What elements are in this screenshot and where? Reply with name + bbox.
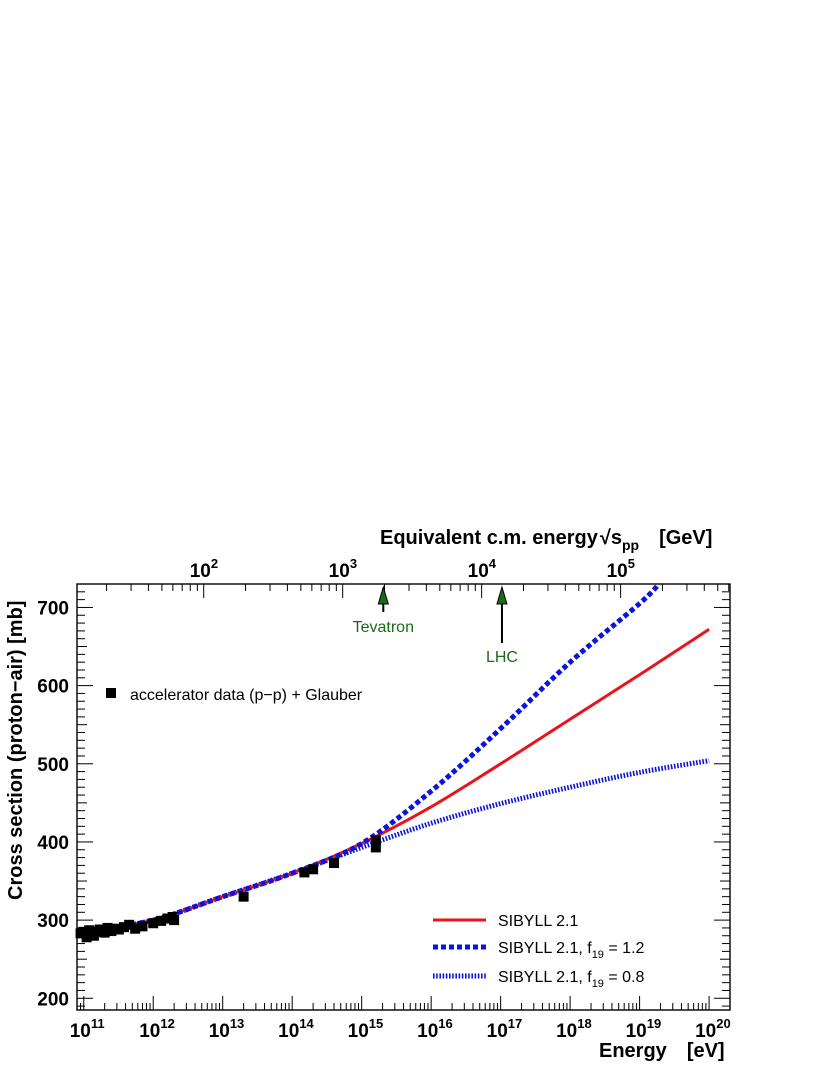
data-markers <box>75 835 381 943</box>
legend-label-sibyll: SIBYLL 2.1 <box>498 913 578 930</box>
y-tick-label: 500 <box>37 755 69 776</box>
top-tick-label: 103 <box>329 556 357 582</box>
data-point <box>308 864 319 875</box>
legend-f08-sub: 19 <box>592 978 604 990</box>
x-tick-label: 1014 <box>278 1016 314 1042</box>
legend-f12-main: SIBYLL 2.1, f <box>498 940 592 957</box>
y-axis-title: Cross section (proton−air) [mb] <box>5 601 27 900</box>
annotation-arrow-head <box>377 585 389 605</box>
series-line-solid <box>83 628 710 934</box>
top-tick-label: 102 <box>190 556 218 582</box>
data-point <box>370 835 381 846</box>
data-point <box>299 867 310 878</box>
x-tick-label: 1013 <box>209 1016 245 1042</box>
x-tick-label: 1016 <box>417 1016 453 1042</box>
data-point <box>148 918 159 929</box>
annotations: Tevatron LHC <box>353 585 518 666</box>
top-tick-label: 105 <box>607 556 635 582</box>
annotation-arrow-head <box>496 585 508 605</box>
data-point <box>169 915 180 926</box>
legend-f08-main: SIBYLL 2.1, f <box>498 969 592 986</box>
data-point <box>84 925 95 936</box>
y-tick-label: 400 <box>37 833 69 854</box>
top-axis-subscript: pp <box>622 537 639 553</box>
y-tick-label: 700 <box>37 598 69 619</box>
x-axis-unit: [eV] <box>687 1040 725 1062</box>
x-tick-label: 1020 <box>695 1016 731 1042</box>
legend-f12-tail: = 1.2 <box>604 940 645 957</box>
data-point <box>119 922 130 933</box>
x-tick-label: 1011 <box>70 1016 105 1042</box>
data-point <box>156 915 167 926</box>
legend-f12-sub: 19 <box>592 949 604 961</box>
x-axis-title: Energy [eV] <box>599 1040 725 1062</box>
data-point <box>329 858 340 869</box>
annotation-label: Tevatron <box>353 619 414 636</box>
annotation-label: LHC <box>486 649 518 666</box>
legend-marker-data <box>106 688 116 698</box>
data-point <box>113 924 124 935</box>
tick-labels: 1011 1012 1013 1014 1015 1016 1017 1018 1019 1020… <box>37 556 730 1042</box>
data-point <box>370 842 381 853</box>
top-axis-title: Equivalent c.m. energy √spp [GeV] <box>380 527 712 553</box>
x-tick-label: 1017 <box>487 1016 523 1042</box>
top-axis-sqrt-symbol: √s <box>600 527 622 549</box>
x-tick-label: 1019 <box>626 1016 662 1042</box>
data-point <box>130 923 141 934</box>
data-point <box>238 891 249 902</box>
top-axis-unit: [GeV] <box>659 527 712 549</box>
data-point <box>124 919 135 930</box>
x-tick-label: 1012 <box>139 1016 175 1042</box>
data-point <box>81 932 92 943</box>
series-line-dashed <box>83 584 661 935</box>
x-tick-label: 1015 <box>348 1016 384 1042</box>
legend-label-f12: SIBYLL 2.1, f19 = 1.2 <box>498 940 645 961</box>
top-tick-label: 104 <box>468 556 497 582</box>
y-tick-label: 300 <box>37 911 69 932</box>
y-tick-label: 600 <box>37 677 69 698</box>
legend-f08-tail: = 0.8 <box>604 969 645 986</box>
data-point <box>137 921 148 932</box>
axis-ticks <box>76 584 731 1010</box>
data-point <box>78 926 89 937</box>
data-point <box>162 913 173 924</box>
y-tick-label: 200 <box>37 989 69 1010</box>
top-axis-title-text: Equivalent c.m. energy <box>380 527 599 549</box>
x-tick-label: 1018 <box>556 1016 592 1042</box>
series-line-dotted <box>83 758 710 935</box>
legend-label-data: accelerator data (p−p) + Glauber <box>130 687 363 704</box>
series-group <box>83 584 710 935</box>
legend-label-f08: SIBYLL 2.1, f19 = 0.8 <box>498 969 645 990</box>
x-axis-title-text: Energy <box>599 1040 668 1062</box>
legend: accelerator data (p−p) + Glauber SIBYLL … <box>106 687 645 990</box>
